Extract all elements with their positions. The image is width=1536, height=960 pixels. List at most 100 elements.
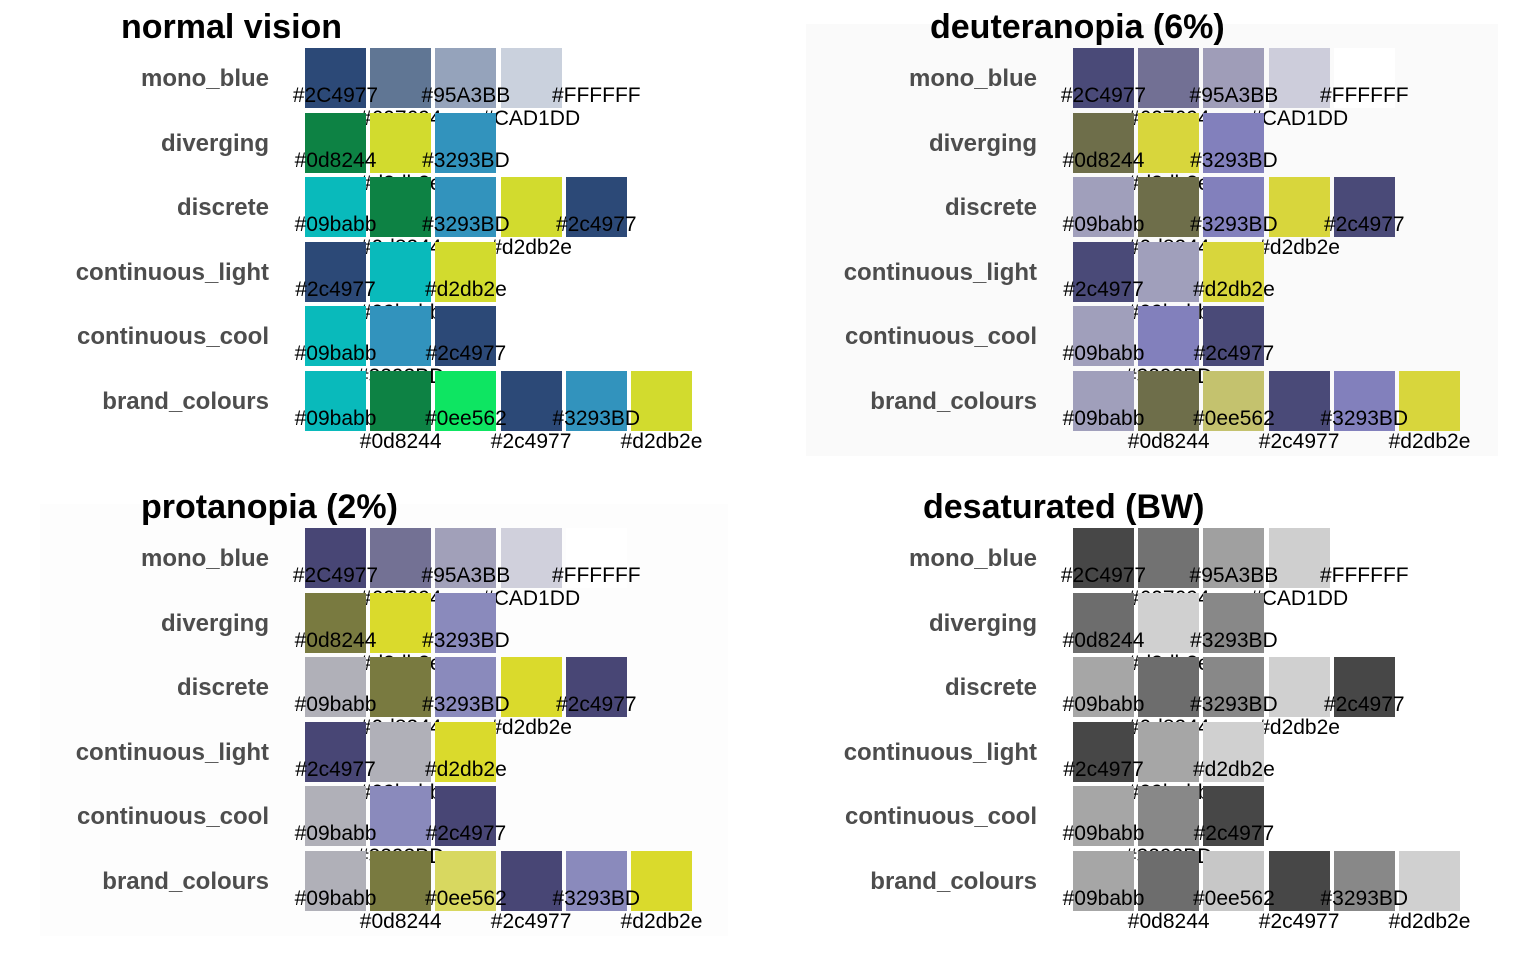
color-swatch [370, 657, 432, 718]
color-swatch [1073, 592, 1134, 653]
row-label: diverging [928, 129, 1037, 157]
color-swatch [1333, 48, 1395, 108]
hex-label: #09babb [1062, 342, 1145, 366]
color-swatch [370, 371, 432, 431]
panel-desaturated: desaturated (BW)mono_blue#2C4977#607694#… [768, 480, 1536, 960]
row-label: continuous_cool [845, 803, 1037, 831]
hex-label: #CAD1DD [1250, 587, 1349, 610]
color-swatch [305, 657, 366, 718]
color-swatch [1203, 851, 1265, 911]
hex-label: #3293BD [422, 628, 510, 652]
row-label: brand_colours [870, 868, 1037, 895]
color-swatch [305, 851, 366, 911]
color-swatch [305, 306, 366, 367]
color-swatch [1138, 48, 1200, 108]
row-label: brand_colours [102, 388, 269, 415]
hex-label: #09babb [1062, 693, 1145, 717]
hex-label: #09babb [294, 407, 377, 430]
row-label: discrete [176, 194, 269, 222]
color-swatch [1203, 371, 1265, 431]
color-swatch [305, 241, 366, 302]
color-swatch [1073, 371, 1134, 431]
panel-title: normal vision [121, 8, 343, 46]
hex-label: #2C4977 [1060, 564, 1147, 587]
color-swatch [1203, 592, 1265, 653]
color-swatch [435, 112, 497, 173]
row-label: mono_blue [140, 65, 269, 92]
color-swatch [370, 851, 432, 911]
color-swatch [500, 371, 562, 431]
hex-label: #95A3BB [1189, 84, 1279, 107]
hex-label: #d2db2e [620, 430, 703, 453]
color-swatch [305, 177, 366, 238]
hex-label: #09babb [1062, 407, 1145, 430]
color-swatch [1399, 371, 1460, 431]
color-swatch [631, 851, 692, 911]
color-swatch [1203, 177, 1265, 238]
color-swatch [565, 851, 627, 911]
color-swatch [565, 657, 627, 718]
color-swatch [305, 528, 366, 588]
hex-label: #09babb [1062, 822, 1145, 846]
color-swatch [370, 528, 432, 588]
color-swatch [435, 306, 497, 367]
color-swatch [1333, 528, 1395, 588]
hex-label: #2C4977 [292, 564, 379, 587]
hex-label: #3293BD [1190, 148, 1278, 172]
hex-label: #2c4977 [1193, 822, 1275, 846]
color-swatch [435, 371, 497, 431]
hex-label: #0ee562 [425, 407, 507, 430]
color-swatch [435, 786, 497, 847]
color-swatch [1333, 371, 1395, 431]
color-swatch [305, 721, 366, 782]
hex-label: #3293BD [1190, 693, 1278, 717]
row-label: mono_blue [908, 545, 1037, 572]
color-swatch [1138, 851, 1200, 911]
color-swatch [1203, 48, 1265, 108]
color-swatch [305, 786, 366, 847]
color-swatch [1203, 786, 1265, 847]
hex-label: #09babb [294, 342, 377, 366]
color-swatch [1073, 48, 1134, 108]
hex-label: #0d8244 [294, 148, 377, 172]
row-label: diverging [160, 129, 269, 157]
hex-label: #CAD1DD [482, 107, 581, 130]
row-label: diverging [928, 609, 1037, 637]
color-swatch [1268, 657, 1330, 718]
color-swatch [1138, 306, 1200, 367]
hex-label: #09babb [294, 887, 377, 910]
color-swatch [370, 306, 432, 367]
color-swatch [1138, 657, 1200, 718]
color-swatch [1268, 48, 1330, 108]
color-swatch [631, 371, 692, 431]
hex-label: #d2db2e [490, 236, 572, 260]
hex-label: #d2db2e [425, 277, 507, 301]
row-label: mono_blue [140, 545, 269, 572]
hex-label: #95A3BB [1189, 564, 1279, 587]
color-swatch [1203, 721, 1265, 782]
row-label: continuous_light [75, 738, 269, 766]
color-swatch [370, 721, 432, 782]
color-swatch [1333, 851, 1395, 911]
color-swatch [1203, 306, 1265, 367]
color-swatch [500, 528, 562, 588]
hex-label: #3293BD [1190, 213, 1278, 237]
hex-label: #2c4977 [1063, 757, 1144, 781]
color-swatch [1268, 177, 1330, 238]
hex-label: #3293BD [552, 407, 641, 430]
row-label: brand_colours [870, 388, 1037, 415]
hex-label: #2c4977 [490, 430, 572, 453]
row-label: mono_blue [908, 65, 1037, 92]
color-swatch [1203, 241, 1265, 302]
color-swatch [1138, 177, 1200, 238]
color-swatch [435, 721, 497, 782]
hex-label: #0ee562 [425, 887, 507, 910]
color-swatch [370, 177, 432, 238]
color-swatch [435, 528, 497, 588]
color-swatch [1333, 657, 1395, 718]
color-swatch [1268, 371, 1330, 431]
hex-label: #0d8244 [1062, 148, 1145, 172]
hex-label: #d2db2e [620, 910, 703, 933]
hex-label: #2c4977 [425, 822, 507, 846]
hex-label: #CAD1DD [482, 587, 581, 610]
